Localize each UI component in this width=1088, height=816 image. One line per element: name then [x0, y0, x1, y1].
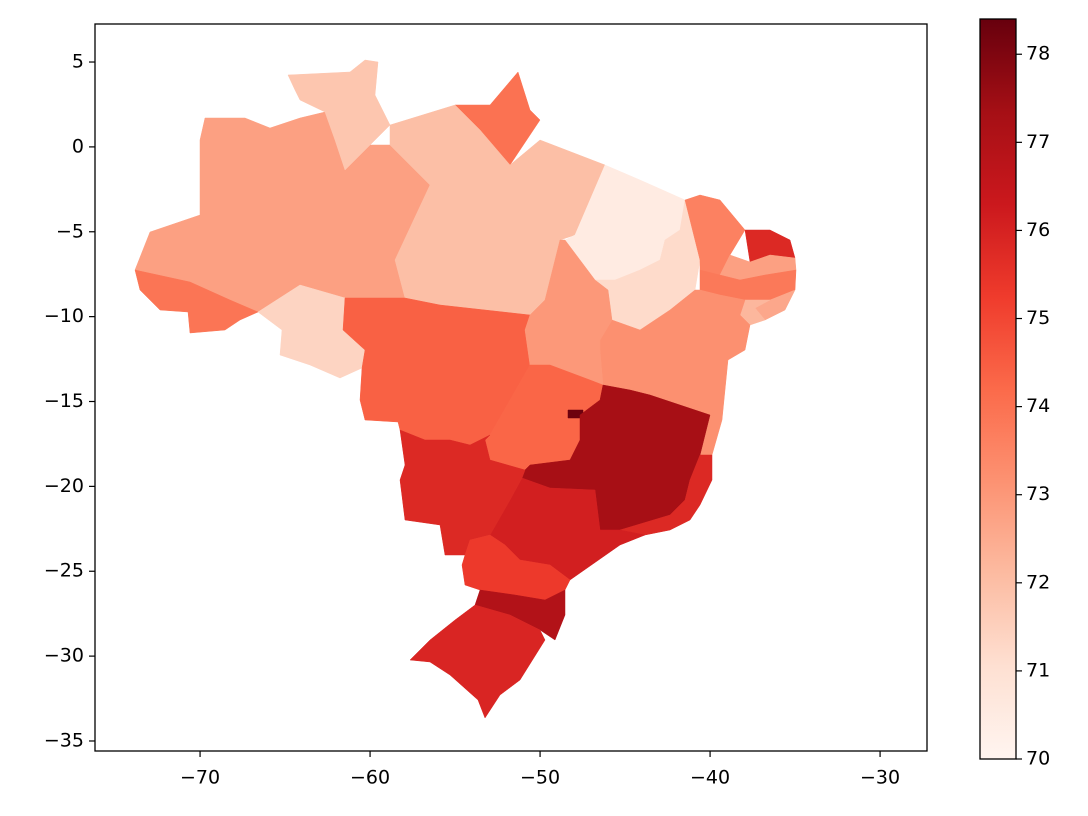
map-regions [134, 59, 797, 719]
y-tick-label: −25 [44, 560, 84, 582]
colorbar-tick-label: 78 [1026, 43, 1050, 65]
axes-frame [94, 23, 928, 752]
colorbar-tick-label: 72 [1026, 571, 1050, 593]
y-tick-label: −35 [44, 729, 84, 751]
region [409, 604, 546, 719]
y-tick-label: −5 [56, 220, 84, 242]
x-tick-label: −30 [860, 767, 900, 789]
colorbar-tick-label: 75 [1026, 307, 1050, 329]
y-tick-label: −30 [44, 645, 84, 667]
colorbar-frame [979, 18, 1017, 760]
colorbar-gradient [980, 19, 1016, 759]
colorbar-tick-label: 71 [1026, 659, 1050, 681]
colorbar-tick-label: 70 [1026, 748, 1050, 770]
x-tick-label: −40 [690, 767, 730, 789]
region [287, 59, 391, 171]
y-tick-label: −10 [44, 305, 84, 327]
y-tick-label: 5 [72, 51, 84, 73]
colorbar-tick-label: 76 [1026, 219, 1050, 241]
x-tick-label: −50 [520, 767, 560, 789]
colorbar-tick-label: 77 [1026, 131, 1050, 153]
y-tick-label: 0 [72, 135, 84, 157]
region [134, 269, 259, 334]
y-tick-label: −15 [44, 390, 84, 412]
region [399, 429, 526, 556]
colorbar-tick-label: 73 [1026, 483, 1050, 505]
x-tick-label: −70 [180, 767, 220, 789]
region [524, 239, 613, 386]
y-tick-label: −20 [44, 475, 84, 497]
colorbar-tick-label: 74 [1026, 395, 1050, 417]
x-tick-label: −60 [350, 767, 390, 789]
